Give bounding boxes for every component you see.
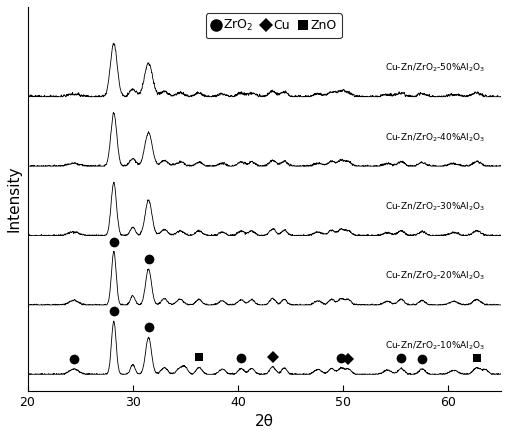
Text: Cu-Zn/ZrO$_2$-40%Al$_2$O$_3$: Cu-Zn/ZrO$_2$-40%Al$_2$O$_3$ xyxy=(385,131,485,144)
Legend: ZrO$_2$, Cu, ZnO: ZrO$_2$, Cu, ZnO xyxy=(206,13,341,38)
Text: Cu-Zn/ZrO$_2$-50%Al$_2$O$_3$: Cu-Zn/ZrO$_2$-50%Al$_2$O$_3$ xyxy=(385,62,485,74)
Text: Cu-Zn/ZrO$_2$-30%Al$_2$O$_3$: Cu-Zn/ZrO$_2$-30%Al$_2$O$_3$ xyxy=(385,201,485,213)
Text: Cu-Zn/ZrO$_2$-10%Al$_2$O$_3$: Cu-Zn/ZrO$_2$-10%Al$_2$O$_3$ xyxy=(385,339,485,352)
Y-axis label: Intensity: Intensity xyxy=(7,166,22,232)
X-axis label: 2θ: 2θ xyxy=(255,414,274,429)
Text: Cu-Zn/ZrO$_2$-20%Al$_2$O$_3$: Cu-Zn/ZrO$_2$-20%Al$_2$O$_3$ xyxy=(385,270,485,283)
